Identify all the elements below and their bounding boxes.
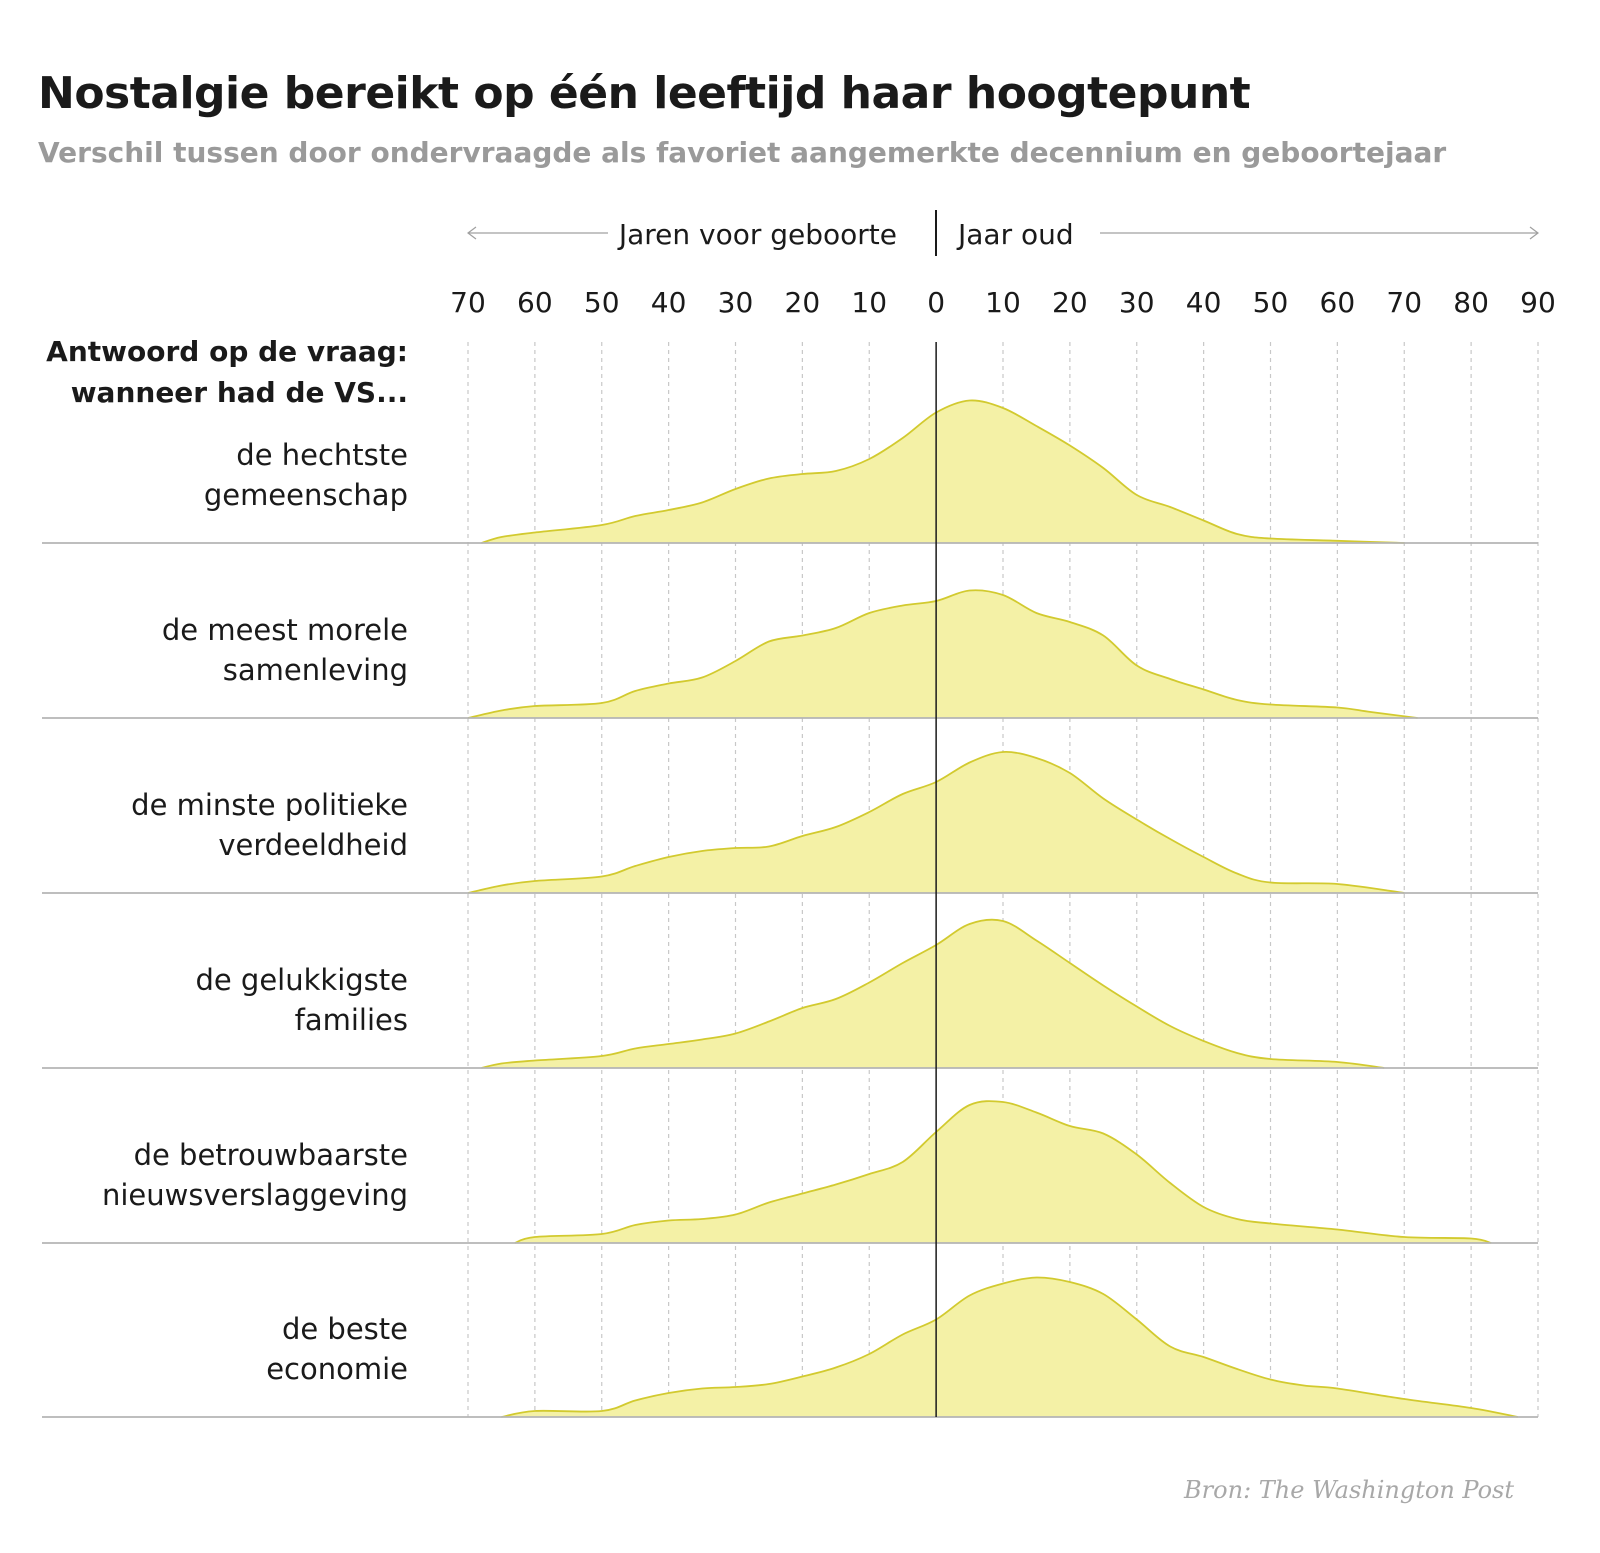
- row-label: nieuwsverslaggeving: [102, 1178, 408, 1212]
- ridge-area: [481, 919, 1385, 1068]
- row-header-line-2: wanneer had de VS...: [71, 376, 408, 409]
- x-tick-label: 30: [1119, 286, 1155, 319]
- ridge-rows: de hechtste gemeenschap de meest morele sam…: [42, 399, 1538, 1418]
- ridge-row: de minste politieke verdeeldheid: [42, 751, 1538, 894]
- x-axis-ticks: 70 60 50 40 30 20 10 0 10 20 30 40 50 60 70 80 90: [450, 286, 1556, 319]
- row-label: de meest morele: [162, 613, 408, 647]
- x-tick-label: 40: [1186, 286, 1222, 319]
- x-tick-label: 40: [651, 286, 687, 319]
- x-tick-label: 70: [450, 286, 486, 319]
- x-tick-label: 20: [785, 286, 821, 319]
- direction-label-right: Jaar oud: [956, 218, 1074, 251]
- x-tick-label: 70: [1386, 286, 1422, 319]
- row-label: de minste politieke: [131, 788, 408, 822]
- row-label: de gelukkigste: [195, 963, 408, 997]
- x-tick-label: 90: [1520, 286, 1556, 319]
- x-tick-label: 50: [1253, 286, 1289, 319]
- x-tick-label: 60: [1320, 286, 1356, 319]
- row-header-line-1: Antwoord op de vraag:: [46, 335, 408, 368]
- row-label: de betrouwbaarste: [134, 1138, 408, 1172]
- ridge-line: [481, 918, 1385, 1069]
- ridge-area: [481, 400, 1405, 543]
- chart-subtitle: Verschil tussen door ondervraagde als fa…: [38, 136, 1447, 169]
- ridge-area: [501, 1277, 1518, 1417]
- ridge-line: [467, 751, 1405, 894]
- row-label: de hechtste: [236, 438, 408, 472]
- direction-indicator: Jaren voor geboorte Jaar oud: [467, 210, 1539, 256]
- row-label: verdeeldheid: [218, 828, 408, 862]
- row-label: families: [295, 1003, 408, 1037]
- ridge-row: de beste economie: [42, 1276, 1538, 1418]
- ridge-row: de gelukkigste families: [42, 918, 1538, 1069]
- x-tick-label: 50: [584, 286, 620, 319]
- source-note: Bron: The Washington Post: [1184, 1476, 1514, 1504]
- chart-title: Nostalgie bereikt op één leeftijd haar h…: [38, 68, 1251, 119]
- row-label: samenleving: [223, 653, 408, 687]
- ridge-row: de betrouwbaarste nieuwsverslaggeving: [42, 1100, 1538, 1244]
- x-tick-label: 30: [718, 286, 754, 319]
- x-tick-label: 10: [851, 286, 887, 319]
- x-tick-label: 20: [1052, 286, 1088, 319]
- ridge-line: [481, 399, 1405, 544]
- arrow-right-head-icon: [1529, 226, 1539, 240]
- x-tick-label: 10: [985, 286, 1021, 319]
- ridge-line: [514, 1100, 1492, 1244]
- arrow-left-head-icon: [467, 226, 477, 240]
- ridge-area: [468, 590, 1418, 718]
- ridge-row: de hechtste gemeenschap: [42, 399, 1538, 544]
- ridge-line: [501, 1276, 1519, 1418]
- x-tick-label: 0: [927, 286, 945, 319]
- row-label: gemeenschap: [204, 478, 408, 512]
- ridge-area: [514, 1101, 1492, 1243]
- x-tick-label: 60: [517, 286, 553, 319]
- x-tick-label: 80: [1453, 286, 1489, 319]
- row-label: economie: [266, 1352, 408, 1386]
- direction-label-left: Jaren voor geboorte: [617, 218, 897, 251]
- ridge-row: de meest morele samenleving: [42, 589, 1538, 719]
- row-label: de beste: [282, 1312, 408, 1346]
